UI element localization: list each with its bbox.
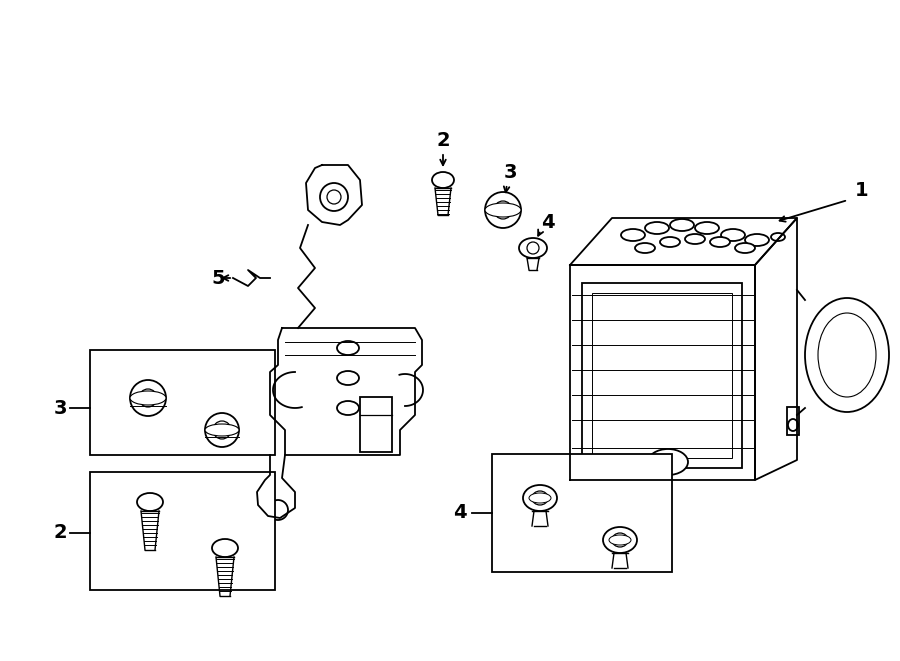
Ellipse shape — [660, 237, 680, 247]
Ellipse shape — [685, 234, 705, 244]
Ellipse shape — [818, 313, 876, 397]
Text: 3: 3 — [53, 399, 67, 418]
Bar — [592, 293, 732, 458]
Ellipse shape — [721, 229, 745, 241]
Bar — [582, 283, 742, 468]
Ellipse shape — [771, 233, 785, 241]
Ellipse shape — [205, 413, 239, 447]
Ellipse shape — [648, 449, 688, 475]
Ellipse shape — [212, 539, 238, 557]
Ellipse shape — [612, 533, 628, 547]
Ellipse shape — [337, 401, 359, 415]
Circle shape — [327, 190, 341, 204]
Ellipse shape — [485, 192, 521, 228]
Bar — [787, 407, 799, 435]
Ellipse shape — [137, 493, 163, 511]
Ellipse shape — [337, 371, 359, 385]
Ellipse shape — [695, 222, 719, 234]
Bar — [492, 454, 672, 572]
Bar — [90, 350, 275, 455]
Bar — [90, 472, 275, 590]
Bar — [360, 397, 392, 452]
Text: 5: 5 — [212, 268, 225, 288]
Ellipse shape — [670, 219, 694, 231]
Circle shape — [268, 500, 288, 520]
Ellipse shape — [519, 238, 547, 258]
Ellipse shape — [205, 424, 239, 436]
Ellipse shape — [621, 229, 645, 241]
Text: 1: 1 — [855, 180, 868, 200]
Ellipse shape — [213, 421, 231, 439]
Ellipse shape — [523, 485, 557, 511]
Ellipse shape — [745, 234, 769, 246]
Ellipse shape — [609, 535, 631, 545]
Ellipse shape — [603, 527, 637, 553]
Ellipse shape — [710, 237, 730, 247]
Ellipse shape — [529, 493, 551, 503]
Ellipse shape — [432, 172, 454, 188]
Ellipse shape — [645, 222, 669, 234]
Ellipse shape — [130, 380, 166, 416]
Text: 2: 2 — [436, 130, 450, 149]
Ellipse shape — [337, 341, 359, 355]
Circle shape — [320, 183, 348, 211]
Ellipse shape — [130, 391, 166, 405]
Ellipse shape — [532, 491, 548, 505]
Text: 2: 2 — [53, 524, 67, 543]
Text: 3: 3 — [503, 163, 517, 182]
Ellipse shape — [485, 203, 521, 217]
Text: 4: 4 — [541, 212, 554, 231]
Ellipse shape — [527, 242, 539, 254]
Ellipse shape — [788, 419, 798, 431]
Ellipse shape — [494, 201, 512, 219]
Ellipse shape — [735, 243, 755, 253]
Ellipse shape — [139, 389, 157, 407]
Text: 4: 4 — [454, 504, 467, 522]
Ellipse shape — [805, 298, 889, 412]
Ellipse shape — [635, 243, 655, 253]
